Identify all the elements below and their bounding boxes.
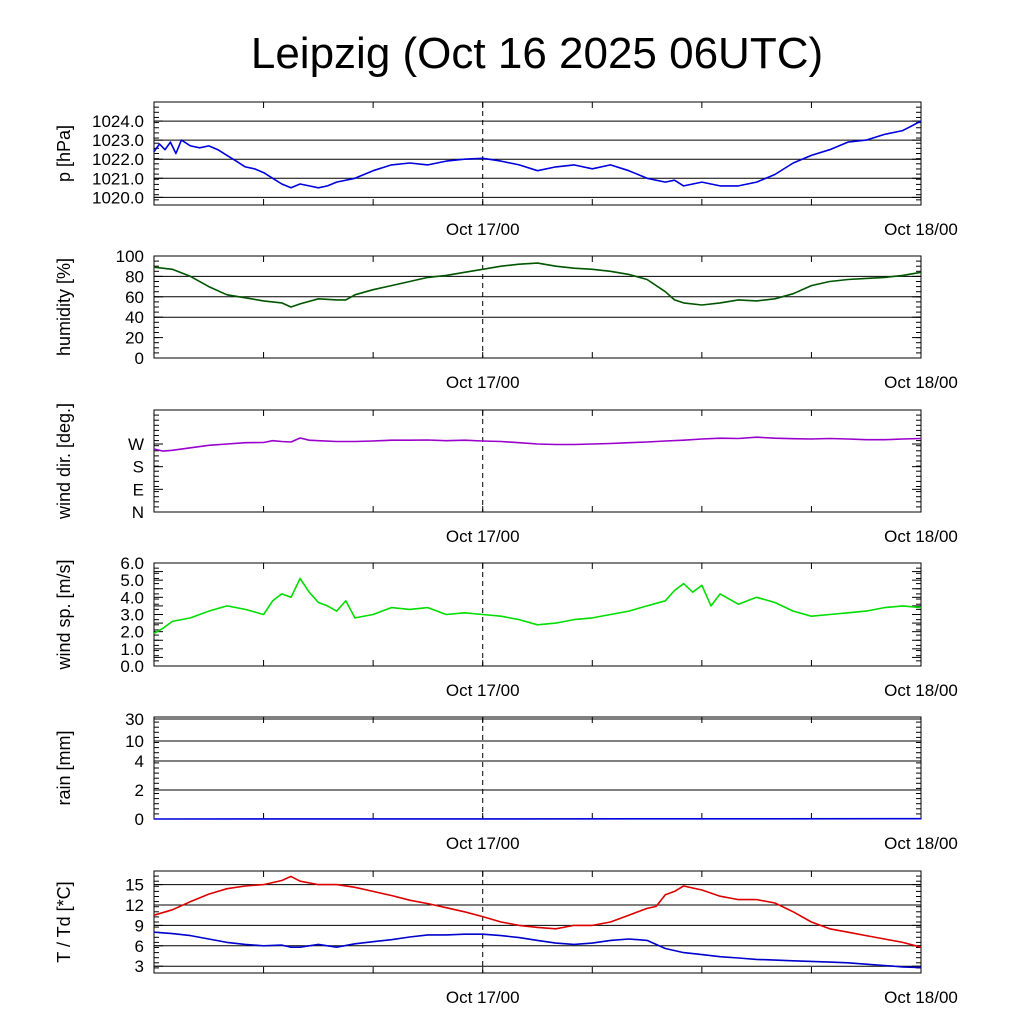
y-tick-label: 2.0	[120, 623, 144, 642]
y-axis-label: rain [mm]	[54, 730, 74, 805]
y-tick-label: 1023.0	[92, 131, 144, 150]
y-tick-label: 12	[125, 896, 144, 915]
x-tick-label: Oct 18/00	[884, 988, 958, 1007]
y-tick-label: 3.0	[120, 606, 144, 625]
y-tick-label: 4	[135, 752, 144, 771]
y-tick-label: 0.0	[120, 657, 144, 676]
x-tick-label: Oct 18/00	[884, 681, 958, 700]
y-axis-label: humidity [%]	[54, 258, 74, 356]
y-tick-label: 1.0	[120, 640, 144, 659]
y-tick-label: 20	[125, 329, 144, 348]
y-tick-label: 0	[135, 810, 144, 829]
y-tick-label: 1021.0	[92, 169, 144, 188]
panel-frame	[153, 870, 922, 974]
series-line	[153, 875, 922, 948]
y-tick-label: 6.0	[120, 554, 144, 573]
y-tick-label: 2	[135, 781, 144, 800]
y-tick-label: 15	[125, 876, 144, 895]
series-line	[153, 931, 922, 969]
x-tick-label: Oct 17/00	[446, 681, 520, 700]
x-tick-label: Oct 18/00	[884, 373, 958, 392]
panel-wind-speed: 0.01.02.03.04.05.06.0 wind sp. [m/s] Oct 1…	[54, 554, 958, 700]
panel-frame	[153, 409, 922, 513]
y-axis-label: wind dir. [deg.]	[54, 403, 74, 520]
panel-frame	[153, 101, 922, 206]
y-axis-label: p [hPa]	[54, 125, 74, 182]
y-tick-label: 5.0	[120, 571, 144, 590]
y-tick-label: N	[132, 503, 144, 522]
x-tick-label: Oct 17/00	[446, 988, 520, 1007]
y-tick-label: S	[133, 458, 144, 477]
series-line	[153, 120, 922, 189]
y-tick-label: 1020.0	[92, 188, 144, 207]
y-tick-label: 30	[125, 710, 144, 729]
y-tick-label: 1022.0	[92, 150, 144, 169]
x-tick-label: Oct 17/00	[446, 373, 520, 392]
y-tick-label: 3	[135, 957, 144, 976]
y-tick-label: 0	[135, 349, 144, 368]
y-axis-label: wind sp. [m/s]	[54, 559, 74, 670]
y-tick-label: 9	[135, 916, 144, 935]
panel-rain: 0 2 410 30 rain [mm] Oct 17/00 Oct 18/00	[54, 710, 958, 853]
y-tick-label: 80	[125, 267, 144, 286]
x-tick-label: Oct 17/00	[446, 527, 520, 546]
x-tick-label: Oct 18/00	[884, 220, 958, 239]
y-tick-label: E	[133, 480, 144, 499]
y-tick-label: 1024.0	[92, 112, 144, 131]
panel-frame	[153, 716, 922, 820]
x-tick-label: Oct 18/00	[884, 527, 958, 546]
y-tick-label: 40	[125, 308, 144, 327]
x-tick-label: Oct 17/00	[446, 220, 520, 239]
series-line	[153, 436, 922, 452]
x-tick-label: Oct 18/00	[884, 834, 958, 853]
series-line	[153, 262, 922, 308]
y-tick-label: 10	[125, 732, 144, 751]
y-axis-label: T / Td [*C]	[54, 881, 74, 962]
y-tick-label: 60	[125, 288, 144, 307]
chart-title: Leipzig (Oct 16 2025 06UTC)	[251, 29, 823, 78]
series-line	[153, 577, 922, 635]
x-tick-label: Oct 17/00	[446, 834, 520, 853]
y-tick-label: 6	[135, 937, 144, 956]
y-tick-label: W	[128, 435, 144, 454]
panel-frame	[153, 255, 922, 359]
y-tick-label: 100	[116, 247, 144, 266]
y-tick-label: 4.0	[120, 588, 144, 607]
